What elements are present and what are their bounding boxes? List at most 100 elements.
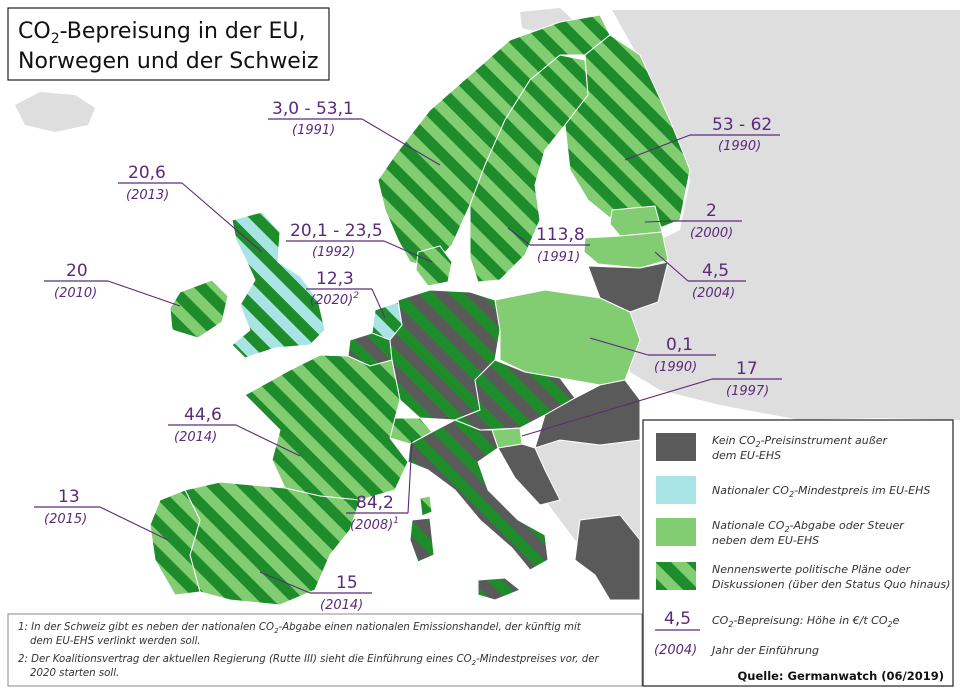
footnote-1-subscript: 2 xyxy=(274,627,279,635)
callout-leader xyxy=(507,227,531,246)
legend-swatch-tax xyxy=(656,518,696,546)
legend-label-min-price: Nationaler CO2-Mindestpreis im EU-EHS xyxy=(712,484,930,499)
callout-spain: 15 (2014) xyxy=(259,571,372,613)
callout-leader xyxy=(371,288,386,319)
callout-value: 3,0 - 53,1 xyxy=(272,99,354,119)
callout-year: (2004) xyxy=(692,286,735,301)
callout-year: (2014) xyxy=(320,598,363,613)
italy-region xyxy=(407,419,549,571)
footnote-2-line2: 2020 starten soll. xyxy=(30,668,119,679)
callout-ireland: 20 (2010) xyxy=(44,261,181,307)
legend-label-plans-line2: Diskussionen (über den Status Quo hinaus… xyxy=(712,578,950,591)
iceland-land xyxy=(15,92,95,132)
callout-value: 0,1 xyxy=(666,335,693,355)
uk-region xyxy=(231,211,326,359)
legend-tax-subscript: 2 xyxy=(784,525,789,534)
footnotes-box xyxy=(7,613,643,687)
callout-leader xyxy=(235,424,301,457)
legend-swatch-min-price xyxy=(656,476,696,504)
callout-leader xyxy=(383,240,433,263)
legend-tax-text-b: -Abgabe oder Steuer xyxy=(790,519,906,532)
callout-leader xyxy=(181,182,263,253)
callout-leader xyxy=(589,337,649,356)
callout-denmark: 20,1 - 23,5 (1992) xyxy=(286,221,433,263)
france-region xyxy=(244,354,409,501)
callout-leader xyxy=(644,220,673,223)
callout-value: 15 xyxy=(336,573,358,593)
legend-label-tax: Nationale CO2-Abgabe oder Steuer xyxy=(712,519,905,534)
denmark-region xyxy=(415,245,453,287)
callout-leader xyxy=(407,439,413,514)
callout-value: 12,3 xyxy=(316,269,354,289)
source-credit: Quelle: Germanwatch (06/2019) xyxy=(737,669,944,683)
callout-year-text: (2020) xyxy=(310,293,353,308)
title-line1-subscript: 2 xyxy=(51,31,60,47)
callout-value: 2 xyxy=(706,201,717,221)
latvia-region xyxy=(583,231,669,269)
callout-leader xyxy=(361,118,441,166)
legend-label-plans: Nennenswerte politische Pläne oder xyxy=(712,563,912,576)
callout-value: 20,6 xyxy=(128,163,166,183)
callout-leader xyxy=(521,378,713,437)
callout-leader xyxy=(259,571,311,594)
callout-value: 20,1 - 23,5 xyxy=(290,221,383,241)
callout-poland: 0,1 (1990) xyxy=(589,335,716,375)
legend-box xyxy=(642,419,954,687)
footnote-1: 1: In der Schweiz gibt es neben der nati… xyxy=(18,622,582,635)
legend-price-text-c: e xyxy=(893,614,900,627)
callout-uk: 20,6 (2013) xyxy=(118,163,263,253)
callout-slovenia: 17 (1997) xyxy=(521,359,782,437)
callout-year: (1990) xyxy=(718,139,761,154)
callout-year: (1992) xyxy=(312,245,355,260)
callout-sweden: 113,8 (1991) xyxy=(507,225,590,265)
legend-none-text-a: Kein CO xyxy=(712,434,756,447)
callout-value: 17 xyxy=(736,359,758,379)
callout-leader xyxy=(107,280,181,307)
callout-finland: 53 - 62 (1990) xyxy=(624,115,780,161)
callout-portugal: 13 (2015) xyxy=(34,487,169,541)
callout-leader xyxy=(99,506,169,541)
legend-label-none-line2: dem EU-EHS xyxy=(712,449,781,462)
callout-value: 20 xyxy=(66,261,88,281)
callout-netherlands: 12,3 (2020)2 xyxy=(306,269,386,319)
callout-value: 13 xyxy=(58,487,80,507)
russia-east-land xyxy=(612,10,960,420)
callout-value: 4,5 xyxy=(702,261,729,281)
callout-footnote-mark: 1 xyxy=(393,516,399,526)
legend-min-subscript: 2 xyxy=(789,490,794,499)
sardinia-region xyxy=(409,517,435,563)
estonia-region xyxy=(609,205,663,237)
page-title-line2: Norwegen und der Schweiz xyxy=(18,49,319,74)
legend-none-subscript: 2 xyxy=(755,440,760,449)
legend-price-text-a: CO xyxy=(712,614,729,627)
callout-value: 53 - 62 xyxy=(712,115,772,135)
sweden-region xyxy=(469,54,589,283)
footnote-1-text-a: 1: In der Schweiz gibt es neben der nati… xyxy=(18,622,274,633)
title-line1-prefix: CO xyxy=(18,19,51,44)
callout-year: (1991) xyxy=(537,250,580,265)
legend-price-subscript-2: 2 xyxy=(888,620,893,629)
callout-year: (1997) xyxy=(726,384,769,399)
legend-label-price: CO2-Bepreisung: Höhe in €/t CO2e xyxy=(712,614,900,629)
callout-year: (2000) xyxy=(690,226,733,241)
callout-leader xyxy=(624,134,691,161)
callout-year: (1991) xyxy=(292,123,335,138)
callout-estonia: 2 (2000) xyxy=(644,201,742,241)
callout-switzerland: 84,2 (2008)1 xyxy=(346,439,413,533)
callout-norway: 3,0 - 53,1 (1991) xyxy=(268,99,441,166)
croatia-region xyxy=(497,443,561,506)
legend-label-none: Kein CO2-Preisinstrument außer xyxy=(712,434,888,449)
footnote-1-text-b: -Abgabe einen nationalen Emissionshandel… xyxy=(279,622,582,633)
legend-price-subscript: 2 xyxy=(728,620,733,629)
footnote-2-text-b: -Mindestpreises vor, der xyxy=(476,654,599,665)
callout-leader xyxy=(654,251,689,282)
callout-year: (2020)2 xyxy=(310,291,359,308)
legend-sample-value: 4,5 xyxy=(664,609,691,629)
callout-value: 84,2 xyxy=(356,493,394,513)
page-title: CO2-Bepreisung in der EU, xyxy=(18,19,305,47)
sicily-region xyxy=(477,577,521,601)
callout-year: (1990) xyxy=(654,360,697,375)
legend-sample-year: (2004) xyxy=(654,643,697,658)
portugal-region xyxy=(149,489,201,596)
